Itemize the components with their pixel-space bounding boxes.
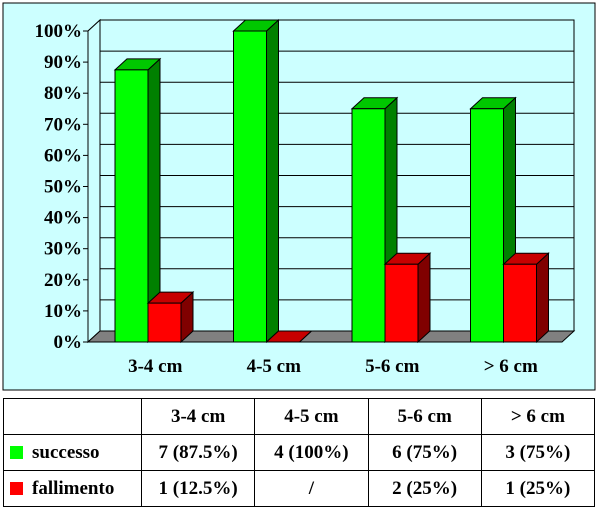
table-row-successo: successo 7 (87.5%) 4 (100%) 6 (75%) 3 (7…	[3, 434, 596, 471]
bar-side	[417, 252, 431, 344]
y-tick-label: 90%	[44, 52, 82, 73]
bar-front	[114, 69, 149, 343]
table-header-cell: 4-5 cm	[254, 398, 369, 435]
y-tick-label: 40%	[44, 208, 82, 229]
table-cell: 1 (25%)	[480, 470, 596, 507]
bar-fallimento	[502, 252, 550, 344]
row-label-successo: successo	[3, 434, 142, 471]
table-cell: 6 (75%)	[367, 434, 482, 471]
bar-successo	[350, 96, 399, 344]
table-cell: /	[254, 470, 369, 507]
legend-swatch-green	[10, 445, 23, 459]
row-label-fallimento: fallimento	[3, 470, 142, 507]
y-tick-label: 80%	[44, 83, 82, 104]
table-cell: 1 (12.5%)	[140, 470, 256, 507]
y-tick-label: 20%	[44, 270, 82, 291]
y-tick-label: 60%	[44, 145, 82, 166]
bar-successo	[113, 57, 162, 344]
y-tick-label: 10%	[44, 301, 82, 322]
table-cell: 2 (25%)	[367, 470, 482, 507]
bar-side	[536, 252, 549, 344]
bar-front	[351, 108, 386, 343]
y-tick-label: 100%	[35, 21, 83, 42]
bar-fallimento	[265, 330, 313, 343]
bar-front	[503, 263, 537, 343]
bar-fallimento	[146, 290, 195, 344]
y-tick-label: 30%	[44, 239, 82, 260]
legend-swatch-red	[10, 481, 23, 495]
bar-front	[384, 263, 419, 343]
table-row-fallimento: fallimento 1 (12.5%) / 2 (25%) 1 (25%)	[3, 470, 596, 507]
bar-fallimento	[383, 252, 432, 344]
x-tick-label: > 6 cm	[484, 356, 538, 377]
table-corner-cell	[3, 398, 142, 435]
bar-successo	[232, 18, 280, 344]
row-label-text: successo	[32, 441, 100, 463]
table-cell: 3 (75%)	[480, 434, 596, 471]
bar-front	[470, 108, 504, 343]
table-cell: 7 (87.5%)	[140, 434, 256, 471]
back-wall	[99, 19, 575, 332]
bar-front	[147, 302, 182, 343]
bar-side	[266, 18, 279, 344]
chart-panel: 0% 10% 20% 30% 40% 50% 60% 70% 80% 90% 100% 3-4 cm 4…	[2, 2, 596, 391]
y-tick-label: 50%	[44, 177, 82, 198]
y-tick-label: 0%	[54, 332, 83, 353]
side-wall	[87, 18, 101, 344]
x-tick-label: 3-4 cm	[128, 356, 183, 377]
data-table: 3-4 cm 4-5 cm 5-6 cm > 6 cm successo 7 (…	[3, 398, 596, 507]
y-tick-label: 70%	[44, 114, 82, 135]
x-tick-label: 5-6 cm	[365, 356, 420, 377]
bar-top	[265, 330, 313, 343]
table-header-cell: > 6 cm	[480, 398, 596, 435]
bar-chart: 0% 10% 20% 30% 40% 50% 60% 70% 80% 90% 100% 3-4 cm 4…	[2, 2, 596, 391]
table-header-cell: 3-4 cm	[140, 398, 256, 435]
table-cell: 4 (100%)	[254, 434, 369, 471]
bar-front	[233, 30, 267, 343]
x-tick-label: 4-5 cm	[247, 356, 302, 377]
table-header-cell: 5-6 cm	[367, 398, 482, 435]
table-header-row: 3-4 cm 4-5 cm 5-6 cm > 6 cm	[3, 398, 596, 435]
row-label-text: fallimento	[32, 477, 115, 499]
